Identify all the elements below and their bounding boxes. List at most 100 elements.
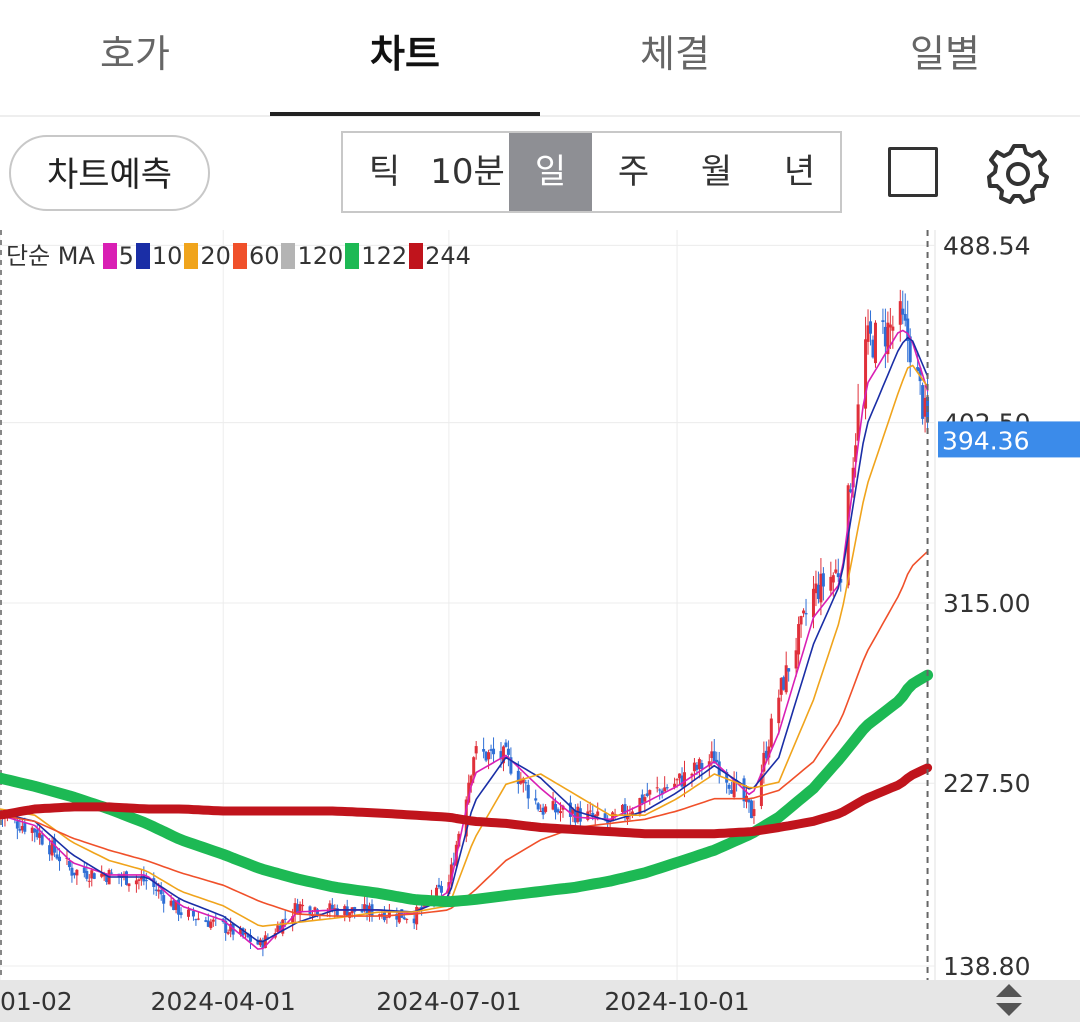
candle-body (539, 811, 543, 813)
price-chart[interactable]: 488.54402.50315.00227.50138.8001-022024-… (0, 230, 1080, 1022)
candle-body (224, 920, 228, 933)
candle-body (916, 367, 920, 372)
settings-gear-icon[interactable] (986, 140, 1052, 206)
candle-body (397, 912, 401, 923)
candle-body (191, 910, 195, 917)
legend-label: 5 (118, 242, 134, 270)
candle-body (571, 809, 575, 814)
tab-orderbook[interactable]: 호가 (100, 32, 170, 76)
candle-body (782, 677, 786, 690)
legend-item-ma-122: 122 (345, 242, 407, 270)
candle-body (489, 749, 493, 751)
candle-body (377, 914, 381, 916)
period-month-button[interactable]: 월 (700, 152, 733, 192)
candle-body (58, 856, 62, 862)
candle-body (177, 899, 181, 915)
candle-body (293, 903, 297, 915)
candle-body (33, 828, 37, 833)
x-tick-label: 01-02 (0, 987, 73, 1016)
candle-body (764, 750, 768, 759)
candle-body (229, 924, 233, 932)
candle-body (886, 322, 890, 355)
candle-body (385, 916, 389, 918)
fullscreen-square-icon[interactable] (888, 147, 938, 197)
chart-canvas[interactable]: 488.54402.50315.00227.50138.8001-022024-… (0, 230, 1080, 1022)
candle-body (124, 871, 128, 885)
candle-body (67, 860, 71, 868)
candle-body (387, 911, 391, 918)
candle-body (521, 778, 525, 783)
candle-body (611, 812, 615, 822)
candle-body (551, 801, 555, 810)
candle-body (127, 883, 131, 887)
candle-body (588, 810, 592, 812)
tab-daily[interactable]: 일별 (910, 32, 980, 76)
candle-body (55, 854, 59, 859)
candle-body (434, 887, 438, 903)
candle-body (248, 935, 252, 942)
candle-body (906, 318, 910, 342)
legend-item-ma-244: 244 (409, 242, 471, 270)
candle-body (172, 900, 176, 911)
candle-body (883, 326, 887, 347)
tab-trades[interactable]: 체결 (640, 32, 710, 76)
candle-body (501, 746, 505, 764)
candle-body (449, 864, 453, 881)
candle-body (85, 871, 89, 879)
candle-body (658, 789, 662, 791)
candle-body (226, 932, 230, 934)
candle-body (695, 764, 699, 770)
candle-body (174, 900, 178, 910)
candle-body (578, 808, 582, 822)
candle-body (139, 877, 143, 880)
candle-body (799, 616, 803, 625)
candle-body (710, 751, 714, 759)
candle-body (730, 790, 734, 794)
x-tick-label: 2024-04-01 (151, 987, 296, 1016)
candle-body (283, 918, 287, 920)
legend-item-ma-120: 120 (281, 242, 343, 270)
candle-body (92, 873, 96, 879)
candle-body (534, 798, 538, 801)
candle-body (621, 805, 625, 813)
y-tick-label: 227.50 (943, 769, 1030, 798)
candle-body (819, 573, 823, 603)
candle-body (784, 665, 788, 693)
ma-244-line (0, 763, 933, 839)
x-tick-label: 2024-07-01 (376, 987, 521, 1016)
candle-body (680, 775, 684, 787)
candle-body (335, 908, 339, 917)
candle-body (204, 920, 208, 922)
candle-body (105, 875, 109, 883)
period-day-button[interactable]: 일 (509, 133, 592, 211)
tab-chart[interactable]: 차트 (370, 32, 440, 76)
candle-body (469, 775, 473, 786)
candle-body (18, 829, 22, 831)
candle-body (134, 880, 138, 885)
candle-body (30, 827, 34, 833)
candle-body (727, 784, 731, 789)
period-tick-button[interactable]: 틱 (368, 152, 401, 192)
candle-body (50, 840, 54, 856)
candle-body (697, 759, 701, 770)
candle-body (591, 812, 595, 817)
legend-swatch (232, 243, 247, 269)
scroll-handle-icon[interactable] (994, 982, 1024, 1018)
candle-body (690, 773, 694, 776)
period-year-button[interactable]: 년 (783, 152, 816, 192)
candle-body (186, 909, 190, 917)
candle-body (829, 576, 833, 591)
candle-body (816, 584, 820, 599)
candle-body (239, 928, 243, 935)
chart-background (0, 230, 1080, 1022)
period-10min-button[interactable]: 10분 (430, 152, 505, 192)
candle-body (836, 573, 840, 578)
candle-body (866, 325, 870, 342)
candle-body (665, 787, 669, 789)
period-week-button[interactable]: 주 (617, 152, 650, 192)
candle-body (276, 925, 280, 933)
candle-body (266, 937, 270, 939)
y-tick-label: 488.54 (943, 231, 1030, 260)
x-axis-band (0, 980, 1080, 1022)
chart-predict-button[interactable]: 차트예측 (9, 135, 210, 211)
